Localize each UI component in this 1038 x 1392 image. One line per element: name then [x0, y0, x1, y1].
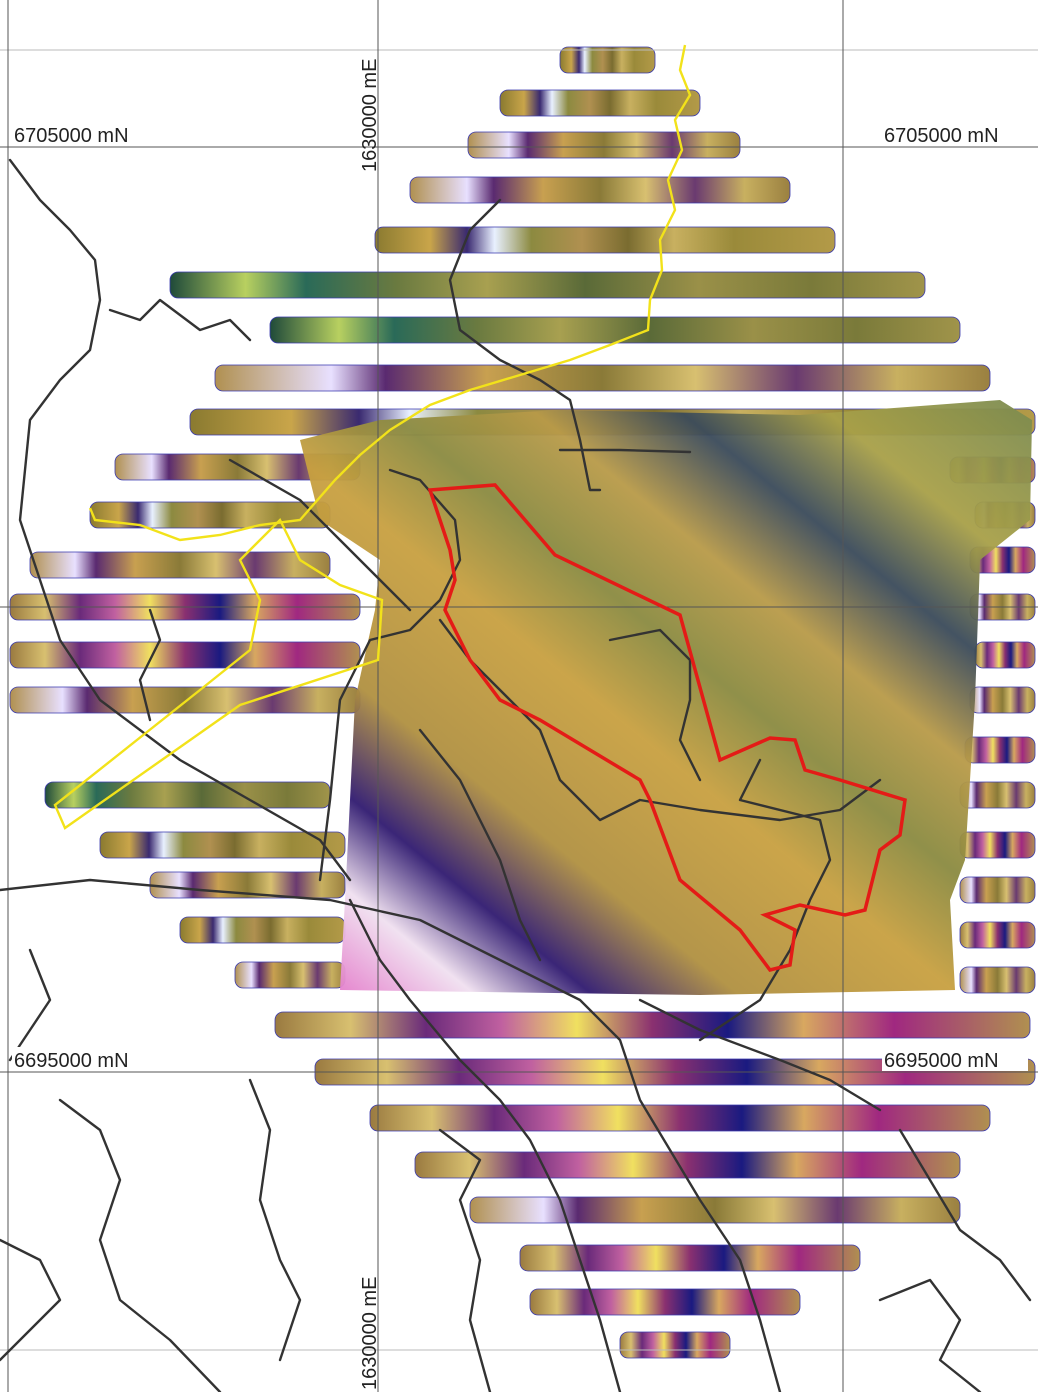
survey-strip [410, 177, 790, 203]
survey-strip [170, 272, 925, 298]
survey-strip [530, 1289, 800, 1315]
survey-strip [215, 365, 990, 391]
survey-strip [30, 552, 330, 578]
survey-strip [10, 687, 360, 713]
survey-strip [960, 832, 1035, 858]
survey-strip [45, 782, 330, 808]
survey-strip [975, 642, 1035, 668]
survey-strip [235, 962, 345, 988]
survey-strip [180, 917, 345, 943]
survey-strip [415, 1152, 960, 1178]
northing-label: 6705000 mN [884, 125, 999, 147]
page: 6705000 mN 6705000 mN 6695000 mN 6695000… [0, 0, 1038, 1392]
survey-strip [960, 967, 1035, 993]
survey-strip [375, 227, 835, 253]
survey-strip [520, 1245, 860, 1271]
survey-strip [500, 90, 700, 116]
survey-strip [960, 782, 1035, 808]
survey-strip [275, 1012, 1030, 1038]
survey-strip [965, 737, 1035, 763]
map: 6705000 mN 6705000 mN 6695000 mN 6695000… [0, 0, 1038, 1392]
survey-strip [560, 47, 655, 73]
survey-strip [100, 832, 345, 858]
survey-strip [960, 922, 1035, 948]
survey-strip [468, 132, 740, 158]
easting-label: 1630000 mE [359, 59, 381, 172]
northing-label: 6695000 mN [14, 1050, 129, 1072]
survey-strip [370, 1105, 990, 1131]
survey-strip [620, 1332, 730, 1358]
imagery [300, 400, 1032, 995]
survey-strip [960, 877, 1035, 903]
survey-strip [270, 317, 960, 343]
northing-label: 6705000 mN [14, 125, 129, 147]
survey-strip [470, 1197, 960, 1223]
northing-label: 6695000 mN [884, 1050, 999, 1072]
easting-label: 1630000 mE [359, 1277, 381, 1390]
survey-strip [970, 687, 1035, 713]
